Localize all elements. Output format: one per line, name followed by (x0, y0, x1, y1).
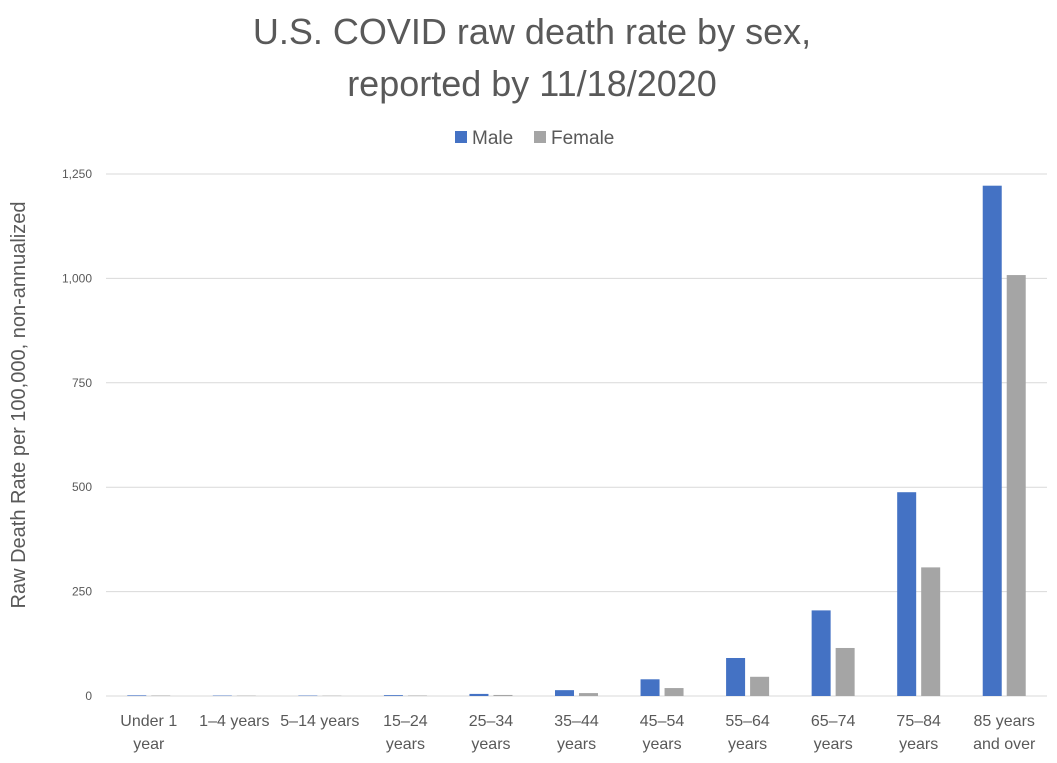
x-tick-label: 85 years (974, 713, 1035, 730)
y-tick-label: 1,250 (62, 167, 92, 181)
bar-female (579, 693, 598, 696)
bar-female (921, 567, 941, 696)
bar-female (664, 688, 684, 696)
x-axis-ticks: Under 1 year 1–4 years 5–14 years 15–24 years… (120, 713, 1036, 753)
bar-female (750, 676, 770, 696)
legend-label-male: Male (472, 128, 513, 149)
x-tick-label: years (728, 736, 767, 753)
bar-male (726, 657, 746, 696)
bar-male (640, 679, 660, 696)
x-tick-label: 1–4 years (199, 713, 269, 730)
bar-female (1006, 275, 1026, 696)
legend: Male Female (455, 128, 614, 149)
bar-female (835, 647, 855, 696)
x-tick-label: 55–64 (725, 713, 770, 730)
chart-title-line: U.S. COVID raw death rate by sex, (253, 11, 811, 52)
bar-male (897, 492, 917, 696)
x-tick-label: years (386, 736, 425, 753)
x-tick-label: years (642, 736, 681, 753)
bar-female (407, 695, 427, 696)
x-tick-label: years (814, 736, 853, 753)
x-tick-label: and over (973, 736, 1036, 753)
y-tick-label: 250 (72, 585, 92, 599)
bar-female (151, 695, 171, 696)
bar-male (555, 690, 574, 696)
x-tick-label: 75–84 (896, 713, 941, 730)
y-axis-label: Raw Death Rate per 100,000, non-annualiz… (8, 202, 30, 609)
bars (127, 185, 1026, 696)
x-tick-label: Under 1 (120, 713, 177, 730)
y-tick-label: 0 (85, 689, 92, 703)
legend-label-female: Female (551, 128, 614, 149)
chart-title: U.S. COVID raw death rate by sex, reporte… (253, 11, 811, 104)
x-tick-label: years (471, 736, 510, 753)
y-axis-ticks: 0 250 500 750 1,000 1,250 (62, 167, 92, 703)
x-tick-label: 45–54 (640, 713, 685, 730)
x-tick-label: 15–24 (383, 713, 428, 730)
y-tick-label: 1,000 (62, 271, 92, 285)
bar-male (127, 695, 147, 696)
y-tick-label: 500 (72, 480, 92, 494)
chart-title-line: reported by 11/18/2020 (347, 63, 717, 104)
bar-male (469, 693, 489, 696)
x-tick-label: 5–14 years (280, 713, 359, 730)
x-tick-label: 25–34 (469, 713, 514, 730)
x-tick-label: 35–44 (554, 713, 599, 730)
bar-male (383, 695, 403, 696)
legend-swatch-female (534, 131, 546, 143)
x-tick-label: 65–74 (811, 713, 856, 730)
x-tick-label: years (557, 736, 596, 753)
x-tick-label: year (133, 736, 165, 753)
bar-male (982, 185, 1002, 696)
y-axis-title: Raw Death Rate per 100,000, non-annualiz… (8, 202, 30, 609)
y-tick-label: 750 (72, 376, 92, 390)
bar-male (811, 610, 831, 696)
bar-female (493, 694, 513, 696)
legend-swatch-male (455, 131, 467, 143)
gridlines (106, 173, 1047, 697)
x-tick-label: years (899, 736, 938, 753)
